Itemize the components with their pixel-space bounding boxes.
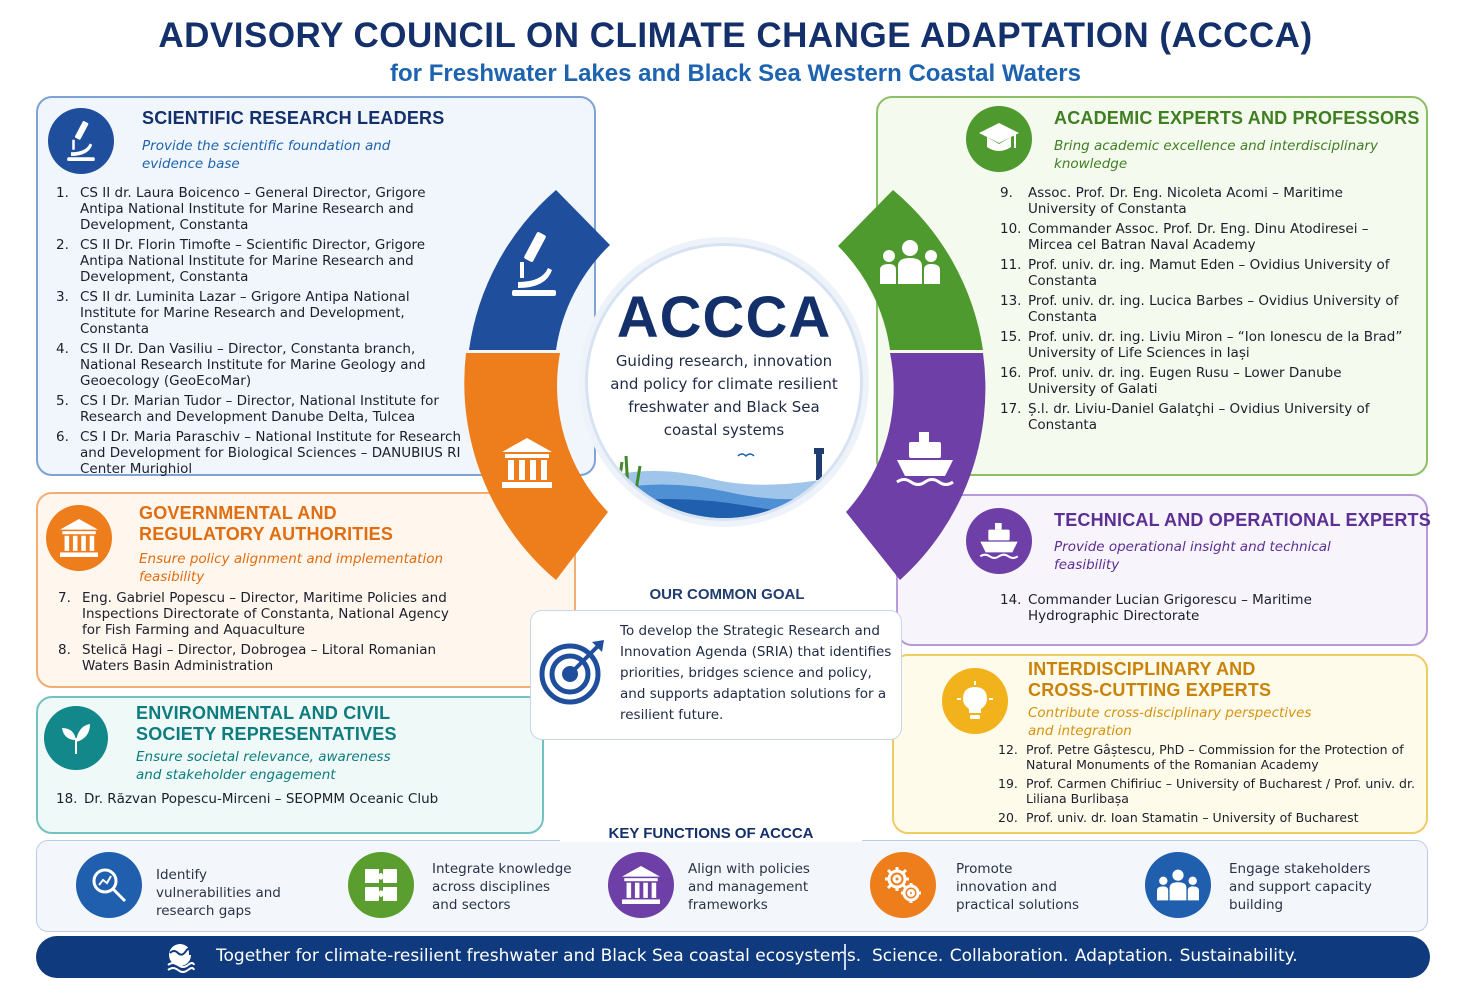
civil-society-panel (36, 696, 544, 834)
interdisciplinary-subtitle: Contribute cross-disciplinary perspectiv… (1028, 705, 1312, 739)
technical-member-list: 14. Commander Lucian Grigorescu – Maritim… (1000, 592, 1360, 628)
list-item: 4. CS II Dr. Dan Vasiliu – Director, Cons… (56, 341, 426, 389)
technical-badge (966, 508, 1032, 574)
list-item: 3. CS II dr. Luminita Lazar – Grigore Ant… (56, 289, 410, 337)
government-member-list: 7. Eng. Gabriel Popescu – Director, Marit… (58, 590, 458, 678)
government-building-icon (502, 438, 552, 488)
microscope-icon (512, 232, 556, 296)
ring-segment-research (469, 190, 610, 350)
academic-badge (966, 106, 1032, 172)
civil-subtitle: Ensure societal relevance, awareness and… (136, 749, 391, 783)
magnifier-chart-icon (76, 852, 142, 918)
list-item: 2. CS II Dr. Florin Timofte – Scientific … (56, 237, 426, 285)
center-hub: ACCCA Guiding research, innovation and p… (585, 243, 863, 521)
globe-waves-icon (167, 944, 195, 973)
page-subtitle: for Freshwater Lakes and Black Sea Weste… (390, 60, 1081, 87)
list-item: 6. CS I Dr. Maria Paraschiv – National In… (56, 429, 462, 477)
government-title-line2: REGULATORY AUTHORITIES (139, 524, 394, 544)
interdisciplinary-badge (942, 668, 1008, 734)
microscope-icon (67, 121, 95, 161)
goal-text: To develop the Strategic Research and In… (620, 623, 892, 723)
key-function-label: Identify vulnerabilities and research ga… (156, 867, 281, 919)
academic-title: ACADEMIC EXPERTS AND PROFESSORS (1054, 108, 1420, 128)
list-item: 5. CS I Dr. Marian Tudor – Director, Nati… (56, 393, 439, 425)
list-item: 20. Prof. univ. dr. Ioan Stamatin – Unive… (998, 810, 1359, 825)
research-title: SCIENTIFIC RESEARCH LEADERS (142, 108, 445, 128)
government-subtitle: Ensure policy alignment and implementati… (139, 551, 444, 585)
lightbulb-icon (957, 681, 993, 719)
civil-badge (44, 706, 108, 770)
list-item: 15. Prof. univ. dr. ing. Liviu Miron – “I… (1000, 329, 1403, 361)
list-item: 8. Stelică Hagi – Director, Dobrogea – Li… (58, 642, 437, 674)
lake-landscape-icon (588, 448, 860, 518)
government-authorities-panel (36, 492, 576, 688)
government-building-icon (608, 852, 674, 918)
list-item: 14. Commander Lucian Grigorescu – Maritim… (1000, 592, 1312, 624)
list-item: 17. Ș.l. dr. Liviu-Daniel Galatçhi – Ovid… (1000, 401, 1370, 433)
research-subtitle: Provide the scientific foundation and ev… (142, 138, 391, 172)
people-group-icon (880, 240, 940, 284)
goal-heading: OUR COMMON GOAL (649, 586, 805, 603)
list-item: 9. Assoc. Prof. Dr. Eng. Nicoleta Acomi –… (1000, 185, 1343, 217)
technical-subtitle: Provide operational insight and technica… (1054, 539, 1331, 573)
key-functions-title: KEY FUNCTIONS OF ACCCA (560, 825, 862, 842)
government-title-line1: GOVERNMENTAL AND (139, 503, 337, 523)
center-description: Guiding research, innovation and policy … (610, 352, 838, 439)
civil-title-line1: ENVIRONMENTAL AND CIVIL (136, 703, 391, 723)
page-title: ADVISORY COUNCIL ON CLIMATE CHANGE ADAPT… (158, 16, 1313, 55)
interdisciplinary-title-line1: INTERDISCIPLINARY AND (1028, 659, 1256, 679)
key-function-label: Promote innovation and practical solutio… (956, 861, 1080, 913)
ship-icon (896, 432, 954, 486)
government-badge (46, 505, 112, 571)
goal-box (530, 610, 902, 740)
list-item: 11. Prof. univ. dr. ing. Mamut Eden – Ovi… (1000, 257, 1390, 289)
list-item: 1. CS II dr. Laura Boicenco – General Dir… (56, 185, 426, 233)
puzzle-icon (348, 852, 414, 918)
list-item: 19. Prof. Carmen Chifiriuc – University o… (998, 776, 1415, 806)
academic-member-list: 9. Assoc. Prof. Dr. Eng. Nicoleta Acomi –… (1000, 185, 1410, 437)
target-icon (539, 640, 604, 705)
key-function-label: Integrate knowledge across disciplines a… (432, 861, 572, 913)
list-item: 7. Eng. Gabriel Popescu – Director, Marit… (58, 590, 449, 638)
ring-segment-government (464, 353, 608, 580)
civil-title-line2: SOCIETY REPRESENTATIVES (136, 724, 397, 744)
list-item: 18. Dr. Răzvan Popescu-Mirceni – SEOPMM O… (56, 791, 439, 807)
academic-subtitle: Bring academic excellence and interdisci… (1054, 138, 1378, 172)
footer-bar: Together for climate-resilient freshwate… (36, 936, 1430, 978)
leaf-icon (62, 724, 90, 754)
footer-tagline: Together for climate-resilient freshwate… (216, 946, 862, 966)
list-item: 12. Prof. Petre Gâștescu, PhD – Commissio… (998, 742, 1404, 772)
gears-icon (870, 852, 936, 918)
list-item: 10. Commander Assoc. Prof. Dr. Eng. Dinu … (1000, 221, 1369, 253)
people-group-icon (1145, 852, 1211, 918)
ship-icon (979, 523, 1019, 559)
footer-motto: Science. Collaboration. Adaptation. Sust… (872, 946, 1298, 966)
interdisciplinary-title-line2: CROSS-CUTTING EXPERTS (1028, 680, 1272, 700)
list-item: 13. Prof. univ. dr. ing. Lucica Barbes – … (1000, 293, 1399, 325)
footer-divider (844, 944, 846, 970)
interdisciplinary-member-list: 12. Prof. Petre Gâștescu, PhD – Commissio… (998, 742, 1418, 829)
key-function-label: Align with policies and management frame… (688, 861, 810, 913)
research-member-list: 1. CS II dr. Laura Boicenco – General Dir… (56, 185, 466, 481)
center-acronym: ACCCA (616, 285, 832, 350)
graduation-cap-icon (979, 123, 1019, 151)
research-badge (48, 108, 114, 174)
technical-title: TECHNICAL AND OPERATIONAL EXPERTS (1054, 510, 1431, 530)
government-building-icon (60, 519, 98, 557)
key-function-label: Engage stakeholders and support capacity… (1229, 861, 1372, 913)
list-item: 16. Prof. univ. dr. ing. Eugen Rusu – Low… (1000, 365, 1342, 397)
civil-member-list: 18. Dr. Răzvan Popescu-Mirceni – SEOPMM O… (56, 791, 516, 811)
